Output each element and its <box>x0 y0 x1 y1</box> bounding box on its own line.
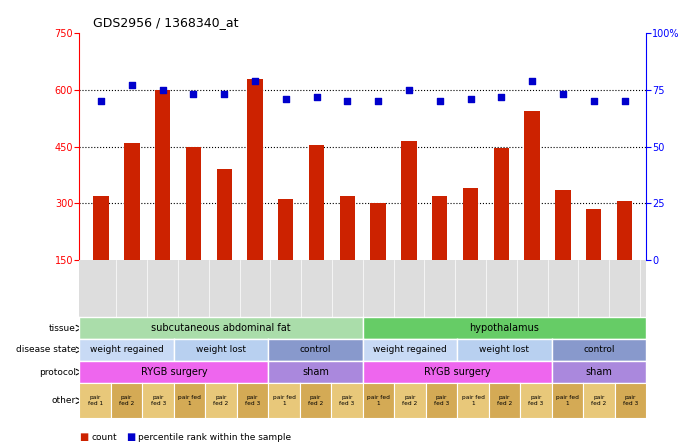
Bar <box>556 190 571 316</box>
Text: pair
fed 3: pair fed 3 <box>339 395 354 406</box>
Text: ■: ■ <box>126 432 135 442</box>
Bar <box>524 111 540 316</box>
Point <box>404 87 415 94</box>
Point <box>434 98 445 105</box>
Point <box>311 93 322 100</box>
Text: RYGB surgery: RYGB surgery <box>140 367 207 377</box>
Bar <box>247 79 263 316</box>
Point <box>496 93 507 100</box>
Point <box>249 77 261 84</box>
Bar <box>401 141 417 316</box>
Bar <box>93 195 108 316</box>
Bar <box>432 195 448 316</box>
Point <box>342 98 353 105</box>
Bar <box>493 148 509 316</box>
Point <box>95 98 106 105</box>
Bar <box>617 201 632 316</box>
Text: GDS2956 / 1368340_at: GDS2956 / 1368340_at <box>93 16 239 28</box>
Point <box>188 91 199 98</box>
Text: pair fed
1: pair fed 1 <box>462 395 484 406</box>
Bar <box>340 195 355 316</box>
Text: other: other <box>52 396 76 405</box>
Bar <box>586 209 601 316</box>
Text: pair fed
1: pair fed 1 <box>367 395 390 406</box>
Point <box>157 87 168 94</box>
Bar <box>186 147 201 316</box>
Text: control: control <box>300 345 331 354</box>
Bar <box>124 143 140 316</box>
Text: percentile rank within the sample: percentile rank within the sample <box>138 433 292 442</box>
Bar <box>216 169 232 316</box>
Text: disease state: disease state <box>16 345 76 354</box>
Text: pair
fed 3: pair fed 3 <box>245 395 261 406</box>
Text: pair
fed 3: pair fed 3 <box>434 395 449 406</box>
Text: pair
fed 2: pair fed 2 <box>308 395 323 406</box>
Text: pair
fed 1: pair fed 1 <box>88 395 103 406</box>
Point <box>372 98 384 105</box>
Bar <box>463 188 478 316</box>
Text: count: count <box>91 433 117 442</box>
Text: control: control <box>583 345 614 354</box>
Point <box>465 95 476 103</box>
Text: pair
fed 2: pair fed 2 <box>119 395 134 406</box>
Bar <box>155 90 170 316</box>
Text: pair
fed 3: pair fed 3 <box>529 395 544 406</box>
Bar <box>309 145 324 316</box>
Text: weight regained: weight regained <box>90 345 164 354</box>
Text: pair
fed 2: pair fed 2 <box>497 395 512 406</box>
Text: pair
fed 3: pair fed 3 <box>623 395 638 406</box>
Point <box>281 95 292 103</box>
Text: pair
fed 2: pair fed 2 <box>591 395 607 406</box>
Text: pair
fed 2: pair fed 2 <box>214 395 229 406</box>
Text: weight lost: weight lost <box>196 345 246 354</box>
Text: pair fed
1: pair fed 1 <box>273 395 296 406</box>
Text: protocol: protocol <box>39 368 76 377</box>
Text: pair fed
1: pair fed 1 <box>178 395 201 406</box>
Text: pair
fed 3: pair fed 3 <box>151 395 166 406</box>
Text: pair fed
1: pair fed 1 <box>556 395 579 406</box>
Text: RYGB surgery: RYGB surgery <box>424 367 491 377</box>
Point <box>558 91 569 98</box>
Bar <box>278 199 294 316</box>
Point <box>527 77 538 84</box>
Point <box>619 98 630 105</box>
Text: tissue: tissue <box>49 324 76 333</box>
Text: sham: sham <box>585 367 612 377</box>
Text: weight lost: weight lost <box>480 345 529 354</box>
Text: hypothalamus: hypothalamus <box>469 323 540 333</box>
Text: sham: sham <box>302 367 329 377</box>
Text: ■: ■ <box>79 432 88 442</box>
Text: subcutaneous abdominal fat: subcutaneous abdominal fat <box>151 323 291 333</box>
Bar <box>370 203 386 316</box>
Text: weight regained: weight regained <box>373 345 447 354</box>
Text: pair
fed 2: pair fed 2 <box>402 395 417 406</box>
Point <box>126 82 138 89</box>
Point <box>588 98 599 105</box>
Point <box>218 91 229 98</box>
